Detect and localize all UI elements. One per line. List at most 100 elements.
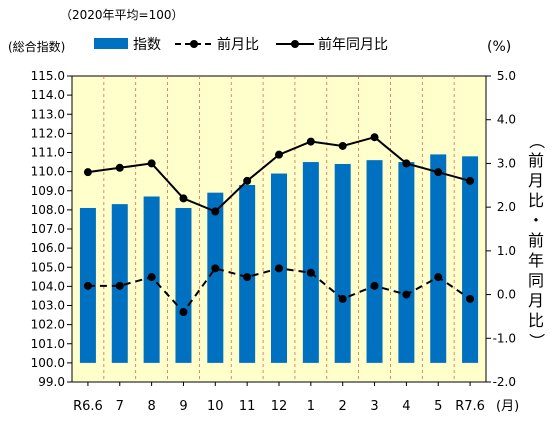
yoy-point-8 [147,159,156,168]
mom-point-R6-6 [83,281,92,290]
x-tick-label: 12 [271,399,288,414]
legend-bar-swatch [94,38,128,49]
mom-point-8 [147,273,156,282]
bar-4 [398,162,415,363]
right-tick-label: -1.0 [493,331,516,345]
yoy-point-1 [306,137,315,146]
right-axis-label-char: 前 [528,151,544,170]
yoy-point-4 [402,159,411,168]
mom-point-5 [434,273,443,282]
right-axis-unit: (%) [487,39,511,55]
left-tick-label: 101.0 [31,337,65,351]
x-tick-label: R6.6 [73,399,103,414]
yoy-point-3 [370,133,379,142]
mom-point-11 [243,273,252,282]
right-axis: -2.0 -1.0 0.0 1.0 2.0 3.0 4.0 5.0 [486,69,516,389]
right-axis-label-char: ） [527,333,546,349]
left-tick-label: 112.0 [31,126,65,140]
mom-point-3 [370,281,379,290]
mom-point-9 [179,308,188,317]
legend-yoy-label: 前年同月比 [318,36,388,53]
left-tick-label: 99.0 [38,375,65,389]
left-axis-label: (総合指数) [8,39,65,54]
right-axis-label-char: （ [527,133,546,149]
legend: 指数 前月比 前年同月比 [94,36,388,53]
x-tick-label: 10 [207,399,224,414]
x-tick-label: 7 [116,399,124,414]
yoy-point-10 [211,207,220,216]
right-axis-label: （前月比・前年同月比） [527,133,546,349]
line-series [83,133,475,317]
yoy-point-11 [243,176,252,185]
left-tick-label: 110.0 [31,165,65,179]
x-tick-label: 1 [307,399,315,414]
left-tick-label: 111.0 [31,146,65,160]
x-tick-label: 3 [370,399,378,414]
mom-point-1 [306,268,315,277]
left-tick-label: 108.0 [31,203,65,217]
x-tick-label: 9 [179,399,187,414]
x-tick-label: 8 [147,399,155,414]
right-tick-label: 3.0 [497,156,516,170]
mom-point-R7-6 [466,294,475,303]
right-axis-label-char: ・ [528,211,544,230]
legend-mom-marker [190,40,198,48]
x-tick-label: R7.6 [455,399,485,414]
left-tick-label: 113.0 [31,107,65,121]
x-tick-label: 11 [239,399,256,414]
x-axis: R6.6 7 8 9 10 11 12 1 2 3 4 5 R7.6 [73,382,485,414]
yoy-point-R6-6 [83,168,92,177]
right-tick-label: 4.0 [497,113,516,127]
left-tick-label: 107.0 [31,222,65,236]
left-tick-label: 106.0 [31,241,65,255]
yoy-point-R7-6 [466,176,475,185]
right-tick-label: 5.0 [497,69,516,83]
left-tick-label: 109.0 [31,184,65,198]
legend-bar-label: 指数 [133,37,161,53]
mom-point-12 [275,264,283,273]
yoy-point-5 [434,168,443,177]
bar-R7-6 [462,156,479,363]
x-tick-label: 5 [434,399,442,414]
mom-point-4 [402,290,411,299]
left-tick-label: 102.0 [31,318,65,332]
right-tick-label: 0.0 [497,288,516,302]
left-tick-label: 100.0 [31,356,65,370]
left-tick-label: 104.0 [31,279,65,293]
right-axis-label-char: 比 [528,311,544,330]
mom-point-2 [338,294,347,303]
mom-point-7 [115,281,124,290]
right-axis-label-char: 前 [528,231,544,250]
right-axis-label-char: 年 [528,251,544,270]
bar-5 [430,154,447,363]
x-tick-label: 2 [339,399,347,414]
yoy-point-2 [338,141,347,150]
yoy-point-12 [275,150,283,159]
left-tick-label: 103.0 [31,299,65,313]
bar-2 [334,163,351,363]
legend-mom-label: 前月比 [217,36,259,53]
left-tick-label: 114.0 [31,88,65,102]
bar-9 [175,207,192,363]
right-axis-label-char: 比 [528,191,544,210]
x-tick-label: 4 [402,399,410,414]
left-tick-label: 105.0 [31,260,65,274]
yoy-point-7 [115,163,124,172]
bar-1 [302,162,319,363]
right-axis-label-char: 同 [528,271,544,290]
mom-point-10 [211,264,220,273]
base-note: （2020年平均=100） [60,8,184,22]
right-axis-label-char: 月 [528,171,544,190]
right-axis-label-char: 月 [528,291,544,310]
left-tick-label: 115.0 [31,69,65,83]
right-tick-label: 1.0 [497,244,516,258]
category-separators [103,76,455,382]
x-axis-unit: (月) [496,399,519,414]
left-axis: 99.0 100.0 101.0 102.0 103.0 104.0 105.0 106.0 1… [31,69,72,389]
right-tick-label: -2.0 [493,375,516,389]
bar-3 [366,160,383,363]
bar-10 [207,192,224,363]
right-tick-label: 2.0 [497,200,516,214]
legend-yoy-marker [291,40,299,48]
